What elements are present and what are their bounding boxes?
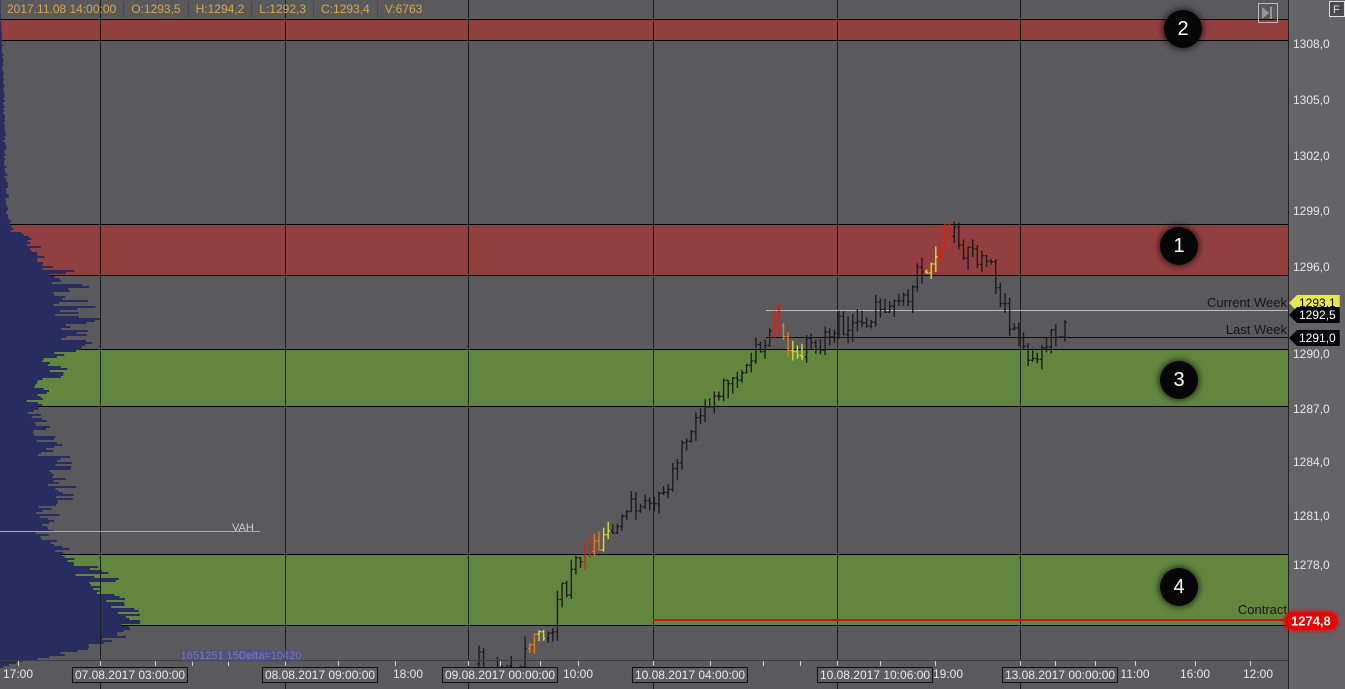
svg-text:F: F (1333, 4, 1340, 16)
